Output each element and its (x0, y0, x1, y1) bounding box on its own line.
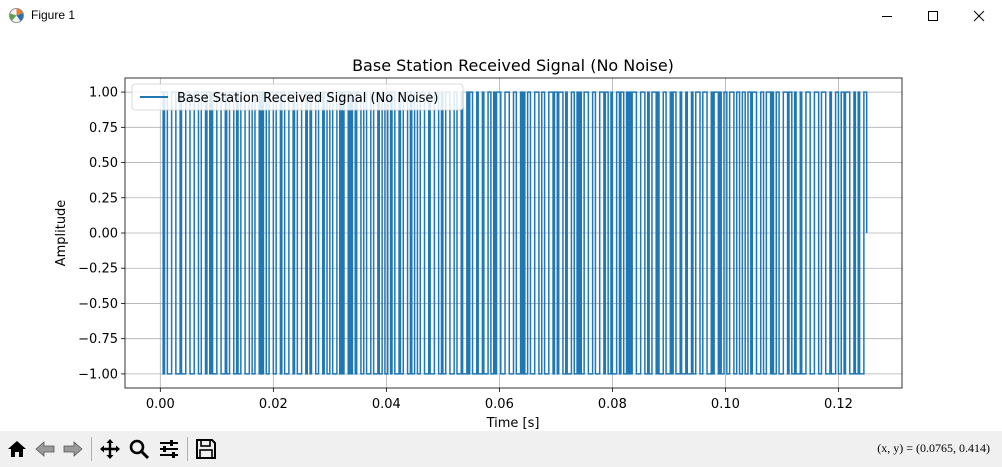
y-tick-label: −1.00 (78, 367, 118, 382)
close-button[interactable] (956, 0, 1002, 31)
save-icon (196, 439, 216, 459)
signal-series-line (160, 91, 868, 375)
back-button[interactable] (32, 436, 58, 462)
navigation-toolbar: (x, y) = (0.0765, 0.414) (0, 431, 1002, 467)
maximize-button[interactable] (910, 0, 956, 31)
y-tick-label: −0.25 (78, 262, 118, 277)
x-tick-label: 0.10 (711, 397, 740, 412)
line-chart: Base Station Received Signal (No Noise) … (54, 56, 903, 431)
y-tick-label: 0.25 (89, 191, 118, 206)
save-button[interactable] (193, 436, 219, 462)
y-tick-label: −0.75 (78, 332, 118, 347)
x-tick-label: 0.08 (598, 397, 627, 412)
home-button[interactable] (4, 436, 30, 462)
legend-box (131, 83, 464, 111)
legend: Base Station Received Signal (No Noise) (131, 83, 464, 111)
pan-button[interactable] (97, 436, 123, 462)
legend-label: Base Station Received Signal (No Noise) (177, 91, 439, 106)
configure-subplots-icon (160, 440, 178, 458)
close-icon (973, 10, 985, 21)
chart-title: Base Station Received Signal (No Noise) (352, 56, 674, 75)
toolbar-separator (187, 437, 188, 461)
minimize-icon (882, 15, 892, 17)
pan-icon (100, 439, 120, 459)
y-tick-label: 1.00 (89, 86, 118, 101)
minimize-button[interactable] (864, 0, 910, 31)
y-tick-label: 0.50 (89, 156, 118, 171)
cursor-coordinates: (x, y) = (0.0765, 0.414) (877, 441, 990, 455)
configure-subplots-button[interactable] (156, 436, 182, 462)
toolbar-separator (91, 437, 92, 461)
matplotlib-icon (9, 8, 24, 23)
window-title: Figure 1 (31, 8, 76, 22)
maximize-icon (928, 10, 938, 21)
y-axis-label: Amplitude (54, 200, 69, 267)
y-tick-label: 0.00 (89, 227, 118, 242)
x-tick-label: 0.00 (146, 397, 175, 412)
figure-canvas[interactable]: Base Station Received Signal (No Noise) … (0, 31, 1002, 431)
x-tick-label: 0.12 (824, 397, 853, 412)
y-tick-label: 0.75 (89, 121, 118, 136)
window-titlebar: Figure 1 (0, 0, 1002, 31)
zoom-icon (129, 439, 150, 460)
home-icon (8, 441, 26, 457)
zoom-button[interactable] (126, 436, 152, 462)
forward-arrow-icon (63, 441, 83, 457)
back-arrow-icon (35, 441, 55, 457)
x-tick-label: 0.02 (259, 397, 288, 412)
x-axis-label: Time [s] (486, 416, 540, 431)
x-tick-label: 0.04 (372, 397, 401, 412)
y-tick-label: −0.50 (78, 297, 118, 312)
forward-button[interactable] (60, 436, 86, 462)
x-tick-label: 0.06 (485, 397, 514, 412)
